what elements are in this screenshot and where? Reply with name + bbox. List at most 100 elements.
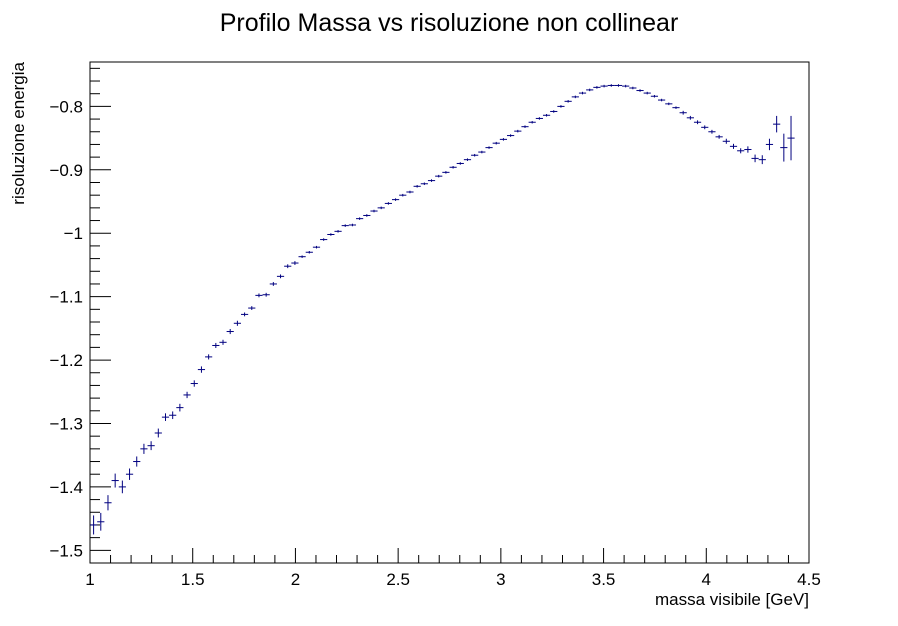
data-point [658, 98, 666, 102]
data-point [435, 174, 443, 178]
y-tick-label: −1.4 [49, 478, 83, 497]
data-point [485, 146, 493, 149]
data-point [205, 354, 213, 360]
data-point [514, 129, 522, 133]
data-point [305, 250, 313, 254]
data-point [708, 129, 716, 134]
data-point [356, 217, 364, 220]
x-tick-label: 2.5 [386, 570, 410, 589]
data-point [665, 102, 673, 106]
data-point [765, 138, 774, 151]
data-point [312, 245, 321, 249]
data-point [729, 143, 738, 149]
data-point [751, 154, 759, 163]
data-point [715, 134, 723, 139]
data-point [672, 106, 680, 109]
data-point [161, 413, 170, 421]
x-tick-label: 3 [496, 570, 505, 589]
data-point [449, 166, 457, 169]
data-point [593, 86, 601, 89]
data-point [327, 233, 335, 236]
data-point [284, 264, 292, 269]
data-point [147, 441, 155, 451]
data-point [492, 141, 500, 145]
data-point [262, 292, 270, 297]
data-point [276, 274, 285, 279]
data-point [535, 117, 543, 120]
data-point [111, 473, 119, 488]
data-point [564, 100, 572, 103]
data-point [622, 84, 630, 88]
data-point [384, 202, 392, 205]
data-point [420, 182, 428, 186]
data-point [391, 198, 400, 201]
data-point [219, 339, 227, 345]
y-tick-label: −0.9 [49, 161, 83, 180]
x-tick-label: 2 [291, 570, 300, 589]
data-point [542, 114, 551, 117]
data-point [320, 238, 328, 241]
data-point [334, 230, 342, 233]
data-point [399, 193, 407, 197]
data-point [125, 468, 134, 480]
x-tick-labels: 1 1.5 2 2.5 3 3.5 4 4.5 [85, 570, 821, 589]
y-axis-label: risoluzione energia [9, 61, 28, 204]
data-point [600, 84, 608, 88]
data-point [614, 84, 623, 87]
data-point [636, 89, 644, 92]
data-point [586, 88, 594, 92]
data-point [413, 185, 421, 188]
y-tick-label: −1 [64, 224, 83, 243]
data-point [737, 148, 745, 154]
x-tick-label: 1.5 [181, 570, 205, 589]
x-tick-label: 3.5 [592, 570, 616, 589]
data-point [607, 84, 615, 87]
data-point [226, 328, 234, 335]
data-point [521, 125, 529, 128]
data-point [679, 110, 687, 115]
data-point [686, 115, 694, 120]
data-point [240, 312, 249, 317]
data-points [90, 84, 795, 535]
data-point [744, 146, 752, 153]
data-point [406, 190, 414, 194]
x-axis-label: massa visibile [GeV] [655, 590, 809, 609]
data-point [471, 153, 479, 157]
data-point [233, 320, 241, 326]
data-point [442, 171, 450, 174]
data-point [140, 443, 148, 454]
data-point [701, 125, 709, 130]
data-point [248, 306, 256, 310]
plot-frame [89, 61, 810, 564]
data-point [571, 95, 579, 99]
data-point [780, 133, 788, 162]
x-tick-label: 4 [702, 570, 711, 589]
data-point [291, 261, 299, 265]
data-point [773, 115, 781, 133]
y-tick-label: −1.2 [49, 351, 83, 370]
x-tick-label: 1 [85, 570, 94, 589]
y-tick-label: −1.3 [49, 414, 83, 433]
data-point [557, 105, 565, 108]
data-point [104, 495, 112, 511]
data-point [463, 158, 472, 161]
data-point [643, 91, 651, 95]
data-point [456, 162, 464, 165]
data-point [90, 515, 98, 535]
data-point [298, 255, 306, 258]
data-point [154, 428, 162, 438]
data-point [370, 209, 378, 213]
data-point [427, 179, 436, 182]
data-point [578, 91, 587, 95]
data-point [499, 138, 508, 141]
data-point [758, 155, 766, 165]
data-point [348, 223, 357, 227]
y-tick-label: −1.1 [49, 288, 83, 307]
data-point [550, 110, 558, 113]
data-point [197, 366, 206, 373]
data-point [693, 120, 702, 125]
chart-title: Profilo Massa vs risoluzione non colline… [220, 9, 679, 37]
data-point [255, 293, 263, 298]
data-point [478, 150, 486, 154]
